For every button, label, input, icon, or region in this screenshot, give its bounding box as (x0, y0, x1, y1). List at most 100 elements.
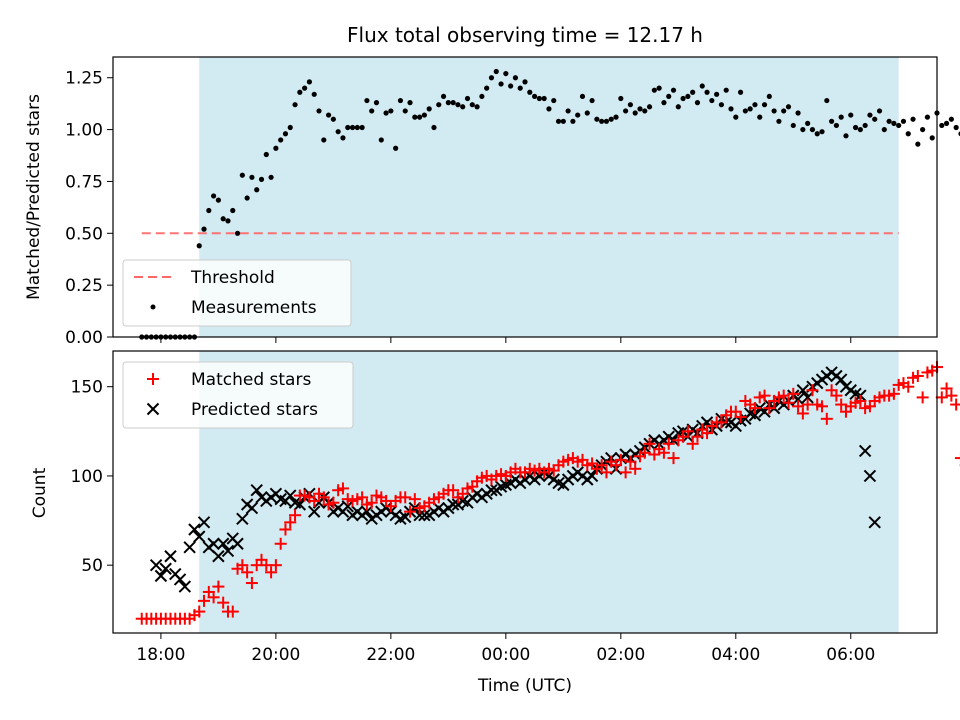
measurement-point (239, 172, 245, 178)
measurement-point (373, 100, 380, 106)
measurement-point (728, 106, 734, 112)
matched-star-marker (317, 491, 330, 504)
matched-star-marker (408, 493, 421, 506)
count-axes-frame (112, 350, 938, 634)
predicted-star-marker (863, 469, 877, 483)
predicted-star-marker (164, 550, 177, 563)
matched-star-marker (715, 416, 728, 429)
predicted-star-marker-stroke (188, 523, 201, 536)
measurement-point (656, 85, 662, 91)
matched-star-marker (835, 398, 848, 411)
measurement-point (829, 118, 835, 124)
ratio-y-ticks: 0.00 0.25 0.50 0.75 1.00 1.25 (65, 69, 113, 348)
y-tick-label: 1.25 (65, 69, 103, 89)
measurement-point (555, 118, 562, 124)
measurement-point (690, 89, 696, 95)
predicted-star-marker (188, 523, 201, 536)
predicted-star-marker-stroke (178, 580, 192, 593)
predicted-star-marker-stroke (154, 569, 168, 583)
measurement-point (742, 108, 748, 114)
measurement-point (685, 93, 691, 100)
measurement-point (522, 79, 528, 85)
predicted-star-marker (193, 530, 206, 543)
matched-star-marker (356, 491, 369, 504)
measurement-point (891, 120, 897, 126)
measurement-point (196, 243, 202, 249)
matched-star-marker (624, 455, 637, 468)
measurement-point (551, 97, 557, 104)
measurement-point (795, 110, 801, 116)
measurement-point (623, 108, 629, 114)
measurement-point (939, 122, 945, 129)
predicted-star-marker (183, 541, 196, 554)
y-tick-label: 0.50 (65, 224, 103, 244)
matched-star-marker (614, 453, 627, 466)
predicted-star-marker-stroke (207, 537, 220, 550)
measurement-point (397, 97, 404, 104)
measurement-point (234, 230, 241, 236)
measurement-point (517, 85, 523, 91)
measurement-point (953, 124, 959, 131)
measurement-point (646, 104, 653, 110)
measurement-point (881, 126, 887, 133)
measurement-point (316, 108, 322, 114)
matched-star-marker (284, 516, 297, 529)
measurement-point (915, 141, 921, 147)
measurement-point (575, 112, 581, 118)
measurement-point (426, 106, 432, 112)
count-y-axis-label: Count (30, 467, 50, 518)
measurement-point (484, 85, 490, 91)
predicted-star-marker-stroke (360, 505, 374, 518)
measurement-point (642, 108, 648, 114)
measurement-point (905, 131, 911, 137)
measurement-point (924, 114, 931, 120)
y-tick-label: 0.00 (65, 328, 103, 348)
matched-star-marker (279, 523, 292, 536)
measurement-point (230, 207, 236, 214)
ratio-y-axis-label: Matched/Predicted stars (24, 94, 44, 300)
predicted-star-marker (748, 409, 762, 422)
measurement-point (474, 104, 480, 110)
predicted-star-marker (178, 580, 192, 593)
predicted-star-marker-stroke (801, 391, 814, 404)
matched-star-marker (336, 482, 349, 495)
legend-predicted-swatch (146, 402, 160, 416)
legend-predicted-label: Predicted stars (191, 400, 318, 420)
measurement-point (790, 122, 796, 129)
measurement-point (321, 137, 327, 143)
measurement-point (680, 95, 686, 102)
measurement-point (838, 114, 844, 120)
matched-star-marker (902, 380, 915, 393)
measurement-point (579, 93, 586, 100)
measurement-point (886, 118, 892, 124)
measurement-point (824, 97, 830, 104)
matched-star-marker (806, 384, 819, 397)
measurement-point (325, 112, 332, 118)
predicted-star-marker (212, 550, 225, 563)
measurement-point (714, 91, 720, 97)
measurement-point (302, 85, 308, 91)
legend-predicted-marker-stroke (146, 402, 160, 416)
matched-star-marker (691, 430, 704, 443)
measurement-point (488, 75, 495, 81)
predicted-star-marker (284, 489, 297, 502)
predicted-star-marker-stroke (216, 537, 230, 550)
predicted-star-marker-stroke (288, 496, 302, 509)
matched-star-marker (241, 566, 254, 579)
matched-star-marker (792, 400, 805, 413)
measurement-point (565, 108, 571, 114)
measurement-point (872, 116, 878, 122)
measurement-point (608, 116, 614, 122)
predicted-star-marker (149, 558, 163, 572)
count-y-ticks: 50 100 150 (71, 378, 113, 576)
predicted-star-marker-stroke (308, 505, 321, 518)
measurement-point (445, 100, 451, 106)
measurement-point (450, 100, 456, 106)
predicted-star-marker-stroke (552, 476, 565, 490)
matched-star-marker (950, 398, 960, 411)
predicted-star-marker (360, 505, 374, 518)
predicted-star-marker (868, 516, 881, 529)
measurement-point (833, 122, 839, 129)
measurement-point (440, 93, 447, 100)
x-axis-label: Time (UTC) (477, 676, 572, 696)
